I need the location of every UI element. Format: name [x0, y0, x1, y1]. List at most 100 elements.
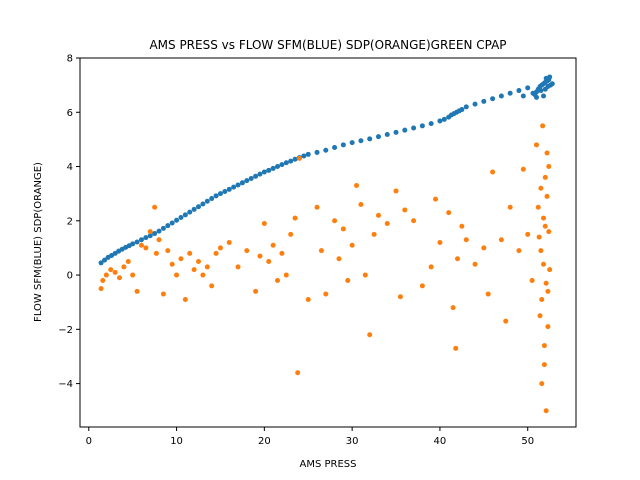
- data-point-series-1-77: [485, 291, 491, 297]
- data-point-series-1-23: [191, 267, 197, 273]
- data-point-series-1-102: [542, 174, 548, 180]
- data-point-series-0-56: [367, 136, 373, 142]
- data-point-series-1-101: [539, 296, 545, 302]
- data-point-series-1-58: [371, 231, 377, 237]
- data-point-series-0-9: [130, 241, 136, 247]
- y-tick-label: 2: [67, 216, 73, 227]
- data-point-series-0-60: [402, 127, 408, 133]
- data-point-series-0-23: [191, 206, 197, 212]
- data-point-series-1-13: [152, 204, 158, 210]
- data-point-series-0-61: [411, 125, 417, 131]
- data-point-series-1-37: [270, 242, 276, 248]
- data-point-series-0-28: [213, 193, 219, 199]
- data-point-series-1-68: [437, 240, 443, 245]
- data-point-series-0-71: [459, 107, 465, 113]
- data-point-series-1-31: [235, 264, 241, 270]
- data-point-series-1-27: [209, 283, 215, 289]
- data-point-series-0-20: [178, 215, 184, 221]
- x-tick-label: 0: [86, 436, 92, 447]
- data-point-series-1-76: [481, 245, 487, 251]
- data-point-series-0-78: [516, 88, 522, 94]
- data-point-series-0-33: [235, 182, 241, 188]
- data-point-series-0-96: [545, 83, 551, 89]
- data-point-series-0-11: [138, 237, 144, 243]
- x-tick-label: 40: [434, 436, 447, 447]
- data-point-series-1-0: [98, 286, 104, 292]
- data-point-series-0-27: [209, 196, 215, 202]
- data-point-series-1-108: [541, 362, 547, 368]
- data-point-series-1-11: [143, 245, 149, 251]
- y-tick-label: 6: [67, 108, 73, 119]
- data-point-series-1-84: [525, 231, 531, 237]
- data-point-series-0-59: [393, 129, 399, 135]
- data-point-series-1-82: [516, 248, 522, 254]
- data-point-series-0-37: [253, 173, 259, 179]
- data-point-series-0-75: [490, 96, 496, 102]
- data-point-series-0-43: [279, 162, 285, 168]
- data-point-series-0-30: [222, 188, 228, 194]
- data-point-series-0-65: [441, 116, 447, 122]
- data-point-series-1-66: [428, 264, 434, 270]
- data-point-series-1-107: [546, 229, 552, 235]
- chart-title: AMS PRESS vs FLOW SFM(BLUE) SDP(ORANGE)G…: [149, 38, 506, 52]
- data-point-series-0-38: [257, 171, 263, 177]
- x-axis-title: AMS PRESS: [300, 459, 357, 470]
- data-point-series-0-46: [292, 156, 298, 162]
- data-point-series-1-69: [446, 210, 452, 216]
- data-point-series-0-12: [143, 235, 149, 241]
- data-point-series-0-63: [428, 121, 434, 127]
- data-point-series-1-86: [534, 142, 539, 148]
- data-point-series-1-60: [384, 221, 390, 227]
- data-point-series-0-62: [419, 123, 425, 129]
- data-point-series-1-73: [459, 223, 465, 229]
- data-point-series-1-6: [121, 264, 127, 270]
- data-point-series-1-95: [543, 408, 549, 414]
- data-point-series-1-46: [314, 204, 320, 210]
- data-point-series-1-64: [411, 218, 417, 224]
- data-point-series-1-48: [323, 291, 329, 297]
- data-point-series-1-105: [543, 280, 549, 286]
- data-point-series-0-45: [288, 158, 294, 164]
- data-point-series-0-34: [239, 180, 245, 186]
- data-point-series-1-55: [358, 202, 364, 208]
- data-point-series-0-42: [275, 164, 281, 170]
- x-axis: 0 10 20 30 40 50: [86, 427, 534, 447]
- plot-frame: [79, 57, 577, 428]
- data-point-series-1-96: [544, 193, 550, 199]
- data-point-series-1-12: [147, 229, 153, 235]
- data-point-series-0-10: [134, 239, 140, 245]
- data-point-series-1-18: [169, 261, 175, 267]
- data-point-series-1-39: [279, 250, 285, 256]
- x-tick-label: 30: [346, 436, 359, 447]
- data-point-series-0-77: [507, 90, 513, 96]
- data-point-series-1-47: [318, 248, 324, 254]
- data-point-series-0-25: [200, 201, 206, 207]
- y-tick-label: 0: [67, 271, 73, 282]
- data-point-series-1-21: [182, 296, 188, 302]
- data-point-series-0-54: [349, 140, 355, 146]
- data-point-series-0-98: [543, 75, 549, 81]
- data-point-series-0-76: [498, 93, 504, 99]
- data-point-series-0-74: [481, 98, 487, 104]
- data-point-series-1-24: [196, 258, 202, 264]
- data-point-series-1-40: [283, 272, 289, 278]
- data-point-series-1-50: [336, 256, 342, 262]
- data-point-series-1-2: [103, 272, 109, 278]
- data-point-series-0-26: [204, 198, 210, 204]
- data-point-series-0-48: [301, 153, 307, 159]
- data-point-series-0-57: [375, 134, 381, 140]
- data-point-series-0-49: [305, 151, 311, 157]
- data-point-series-0-51: [323, 147, 329, 153]
- data-point-series-1-45: [305, 296, 311, 302]
- plot-points: [98, 74, 555, 414]
- data-point-series-1-63: [402, 207, 408, 213]
- data-point-series-0-36: [248, 175, 254, 181]
- data-point-series-1-22: [187, 250, 193, 256]
- data-point-series-0-99: [532, 92, 538, 98]
- data-point-series-0-73: [472, 101, 478, 107]
- data-point-series-0-29: [217, 191, 223, 197]
- data-point-series-1-51: [340, 226, 346, 232]
- data-point-series-0-22: [187, 209, 193, 215]
- x-tick-label: 10: [170, 436, 183, 447]
